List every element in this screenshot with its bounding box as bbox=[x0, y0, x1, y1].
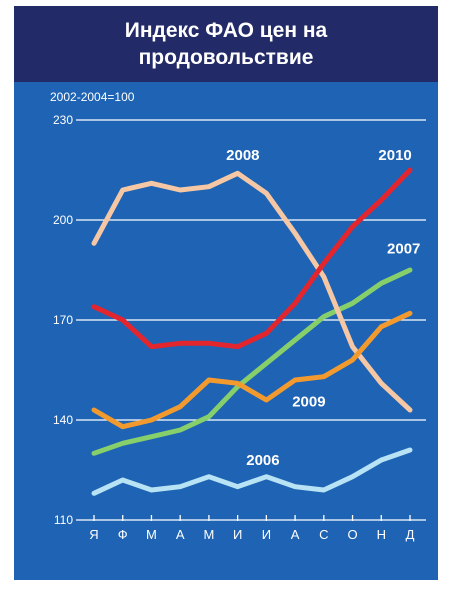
x-tick-label-6: И bbox=[262, 527, 271, 542]
x-tick-label-10: Н bbox=[377, 527, 386, 542]
series-line-2007 bbox=[91, 267, 413, 456]
y-tick-label-200: 200 bbox=[53, 213, 73, 227]
series-line-2009 bbox=[91, 310, 413, 430]
y-tick-label-170: 170 bbox=[53, 313, 73, 327]
line-chart: 110 140 170 200 230 Я Ф М А М И И А С О Н Д 2006 2007 2008 2… bbox=[53, 113, 426, 542]
x-tick-label-1: Ф bbox=[118, 527, 128, 542]
series-line-2010 bbox=[91, 167, 413, 350]
x-tick-label-3: А bbox=[176, 527, 185, 542]
x-tick-label-5: И bbox=[233, 527, 242, 542]
series-label-2009: 2009 bbox=[292, 394, 325, 411]
chart-title-line-1: Индекс ФАО цен на bbox=[124, 19, 328, 42]
series-label-2010: 2010 bbox=[378, 147, 411, 164]
index-base-note: 2002-2004=100 bbox=[50, 90, 135, 104]
x-tick-label-11: Д bbox=[406, 527, 415, 542]
chart-title-line-2: продовольствие bbox=[138, 46, 314, 69]
y-tick-label-230: 230 bbox=[53, 113, 73, 127]
series-label-2007: 2007 bbox=[387, 240, 420, 257]
x-tick-label-8: С bbox=[319, 527, 328, 542]
x-tick-label-7: А bbox=[291, 527, 300, 542]
x-tick-label-9: О bbox=[347, 527, 357, 542]
chart-title-bar: Индекс ФАО цен на продовольствие bbox=[14, 6, 438, 82]
x-tick-label-0: Я bbox=[89, 527, 98, 542]
series-label-2008: 2008 bbox=[226, 147, 259, 164]
x-tick-label-4: М bbox=[203, 527, 214, 542]
series-line-2006 bbox=[91, 447, 413, 496]
series-label-2006: 2006 bbox=[246, 452, 279, 469]
chart-panel: Индекс ФАО цен на продовольствие 2002-20… bbox=[14, 6, 438, 580]
x-tick-label-2: М bbox=[146, 527, 157, 542]
y-tick-label-110: 110 bbox=[54, 513, 73, 527]
y-tick-label-140: 140 bbox=[53, 413, 73, 427]
